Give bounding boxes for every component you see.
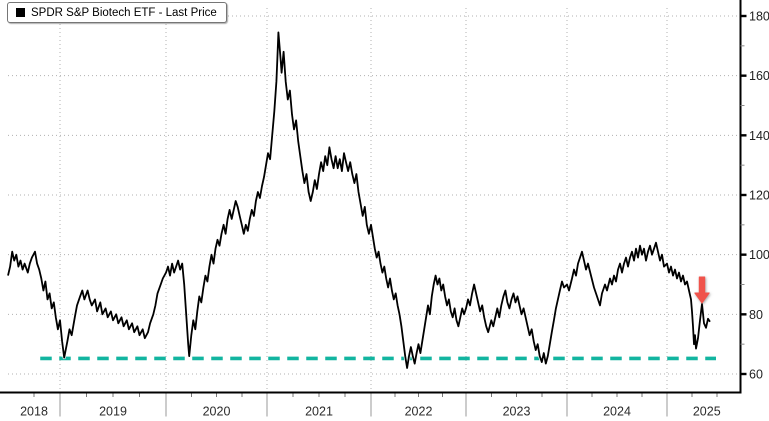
legend-box[interactable]: SPDR S&P Biotech ETF - Last Price: [7, 2, 227, 23]
x-axis-year-label: 2025: [693, 405, 721, 419]
series-label: SPDR S&P Biotech ETF - Last Price: [31, 6, 217, 19]
y-axis-tick-label: 180: [749, 10, 769, 24]
y-axis-tick-label: 140: [749, 129, 769, 143]
x-axis-year-label: 2019: [99, 405, 127, 419]
y-axis-ticks: 60 80 100 120 140 160 180: [740, 10, 769, 382]
x-axis-year-label: 2021: [305, 405, 333, 419]
down-arrow-annotation: [694, 276, 710, 304]
x-axis-ticks: 2018 2019 2020 2021 2022 2023 2024 2025: [20, 393, 721, 419]
series-marker-swatch: [16, 8, 25, 17]
gridlines: [8, 8, 740, 392]
y-axis-tick-label: 60: [749, 368, 763, 382]
y-axis-tick-label: 100: [749, 248, 769, 262]
price-line-series: [7, 31, 711, 369]
x-axis-year-label: 2018: [20, 405, 48, 419]
y-axis-tick-label: 160: [749, 69, 769, 83]
x-axis-year-label: 2024: [603, 405, 631, 419]
x-axis-year-label: 2022: [405, 405, 433, 419]
x-axis-year-label: 2023: [503, 405, 531, 419]
x-axis-year-label: 2020: [203, 405, 231, 419]
axes: [0, 0, 742, 394]
y-axis-tick-label: 80: [749, 308, 763, 322]
y-axis-tick-label: 120: [749, 189, 769, 203]
